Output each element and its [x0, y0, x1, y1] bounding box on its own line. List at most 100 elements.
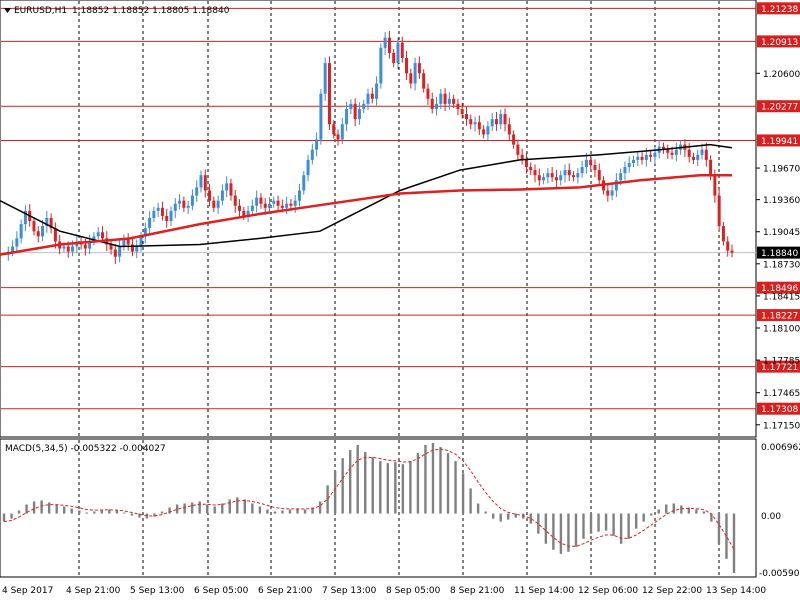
- candle-body: [319, 93, 323, 140]
- candle-body: [289, 203, 293, 206]
- macd-bar: [514, 513, 517, 518]
- price-tick-label: 1.17150: [763, 421, 800, 431]
- candle-body: [143, 228, 147, 237]
- price-tick-label: 1.18415: [763, 292, 800, 302]
- macd-bar: [461, 473, 465, 514]
- macd-bar: [657, 509, 660, 514]
- candle-body: [285, 203, 289, 208]
- candle-body: [576, 173, 580, 178]
- candle-body: [417, 63, 421, 74]
- macd-bar: [311, 507, 314, 514]
- candle-body: [250, 205, 254, 211]
- macd-histogram: [2, 443, 736, 573]
- macd-bar: [333, 471, 337, 514]
- moving-averages: [0, 143, 733, 256]
- candle-body: [310, 149, 314, 160]
- price-tick-label: 1.19360: [763, 196, 800, 206]
- macd-bar: [153, 513, 156, 517]
- macd-bar: [258, 506, 262, 514]
- candle-body: [139, 236, 143, 247]
- time-tick-label: 6 Sep 21:00: [258, 586, 313, 596]
- macd-bar: [108, 509, 111, 514]
- price-tick-label: 1.17785: [763, 357, 800, 367]
- macd-bar: [680, 505, 683, 514]
- candle-body: [486, 126, 490, 135]
- macd-bar: [589, 513, 593, 534]
- candle-body: [632, 159, 636, 163]
- candle-body: [700, 149, 704, 155]
- macd-bar: [32, 501, 36, 514]
- level-price-badge: [757, 100, 800, 113]
- ma-fast-line: [0, 173, 732, 256]
- candle-body: [469, 119, 473, 125]
- candle-body: [392, 52, 396, 64]
- macd-bar: [717, 513, 721, 544]
- candle-body: [439, 93, 443, 104]
- level-price-badge: [757, 309, 800, 322]
- candle-body: [653, 152, 657, 157]
- candle-body: [45, 217, 49, 227]
- macd-bar: [409, 461, 412, 514]
- candle-body: [537, 175, 541, 181]
- candle-body: [11, 246, 15, 252]
- macd-signal-line: [3, 448, 735, 550]
- macd-bar: [574, 513, 578, 547]
- macd-bar: [424, 445, 427, 514]
- candle-body: [430, 98, 434, 109]
- candle-body: [327, 63, 331, 125]
- macd-bar: [499, 513, 502, 522]
- macd-bar: [17, 510, 21, 514]
- macd-bar: [469, 488, 472, 514]
- macd-bar: [394, 462, 397, 514]
- price-axis: 1.21238 1.20913 1.20277 1.19941 1.18496 1.182…: [756, 2, 800, 431]
- candle-body: [584, 159, 588, 168]
- level-price-label: 1.19941: [761, 137, 798, 147]
- candle-body: [614, 180, 618, 191]
- level-price-label: 1.17308: [761, 405, 798, 415]
- macd-bar: [695, 509, 698, 514]
- candle-body: [92, 236, 96, 242]
- macd-bar: [47, 502, 51, 514]
- candle-body: [674, 149, 678, 155]
- candle-body: [482, 129, 486, 135]
- macd-bar: [665, 504, 668, 514]
- candle-body: [529, 167, 533, 171]
- candle-body: [375, 83, 379, 99]
- candle-body: [306, 159, 310, 176]
- candle-body: [460, 108, 464, 115]
- macd-bar: [318, 501, 322, 514]
- level-price-label: 1.21238: [761, 5, 798, 15]
- macd-bar: [416, 453, 420, 514]
- candle-body: [649, 154, 653, 157]
- candle-body: [225, 183, 229, 191]
- time-tick-label: 8 Sep 05:00: [386, 586, 441, 596]
- candle-body: [533, 170, 537, 176]
- macd-bar: [379, 461, 382, 514]
- candle-body: [349, 103, 353, 109]
- triangle-down-icon[interactable]: [4, 8, 11, 13]
- macd-bar: [288, 509, 292, 514]
- candle-body: [246, 210, 250, 216]
- candle-body: [23, 210, 27, 225]
- candle-body: [297, 190, 301, 201]
- macd-bar: [273, 511, 277, 514]
- macd-bar: [567, 513, 570, 552]
- macd-bar: [710, 513, 713, 522]
- macd-bar: [25, 504, 28, 514]
- candle-body: [242, 210, 246, 216]
- candle-body: [113, 249, 117, 257]
- resistance-levels: [1, 7, 756, 410]
- level-price-label: 1.18496: [761, 284, 798, 294]
- macd-bar: [732, 513, 736, 573]
- candle-body: [580, 167, 584, 174]
- time-tick-label: 4 Sep 2017: [2, 586, 53, 596]
- macd-bar: [63, 506, 66, 514]
- candle-body: [156, 207, 160, 211]
- candle-body: [516, 144, 520, 155]
- candle-body: [272, 200, 276, 204]
- level-price-badge: [757, 360, 800, 373]
- candle-body: [713, 175, 717, 196]
- macd-bar: [78, 510, 81, 514]
